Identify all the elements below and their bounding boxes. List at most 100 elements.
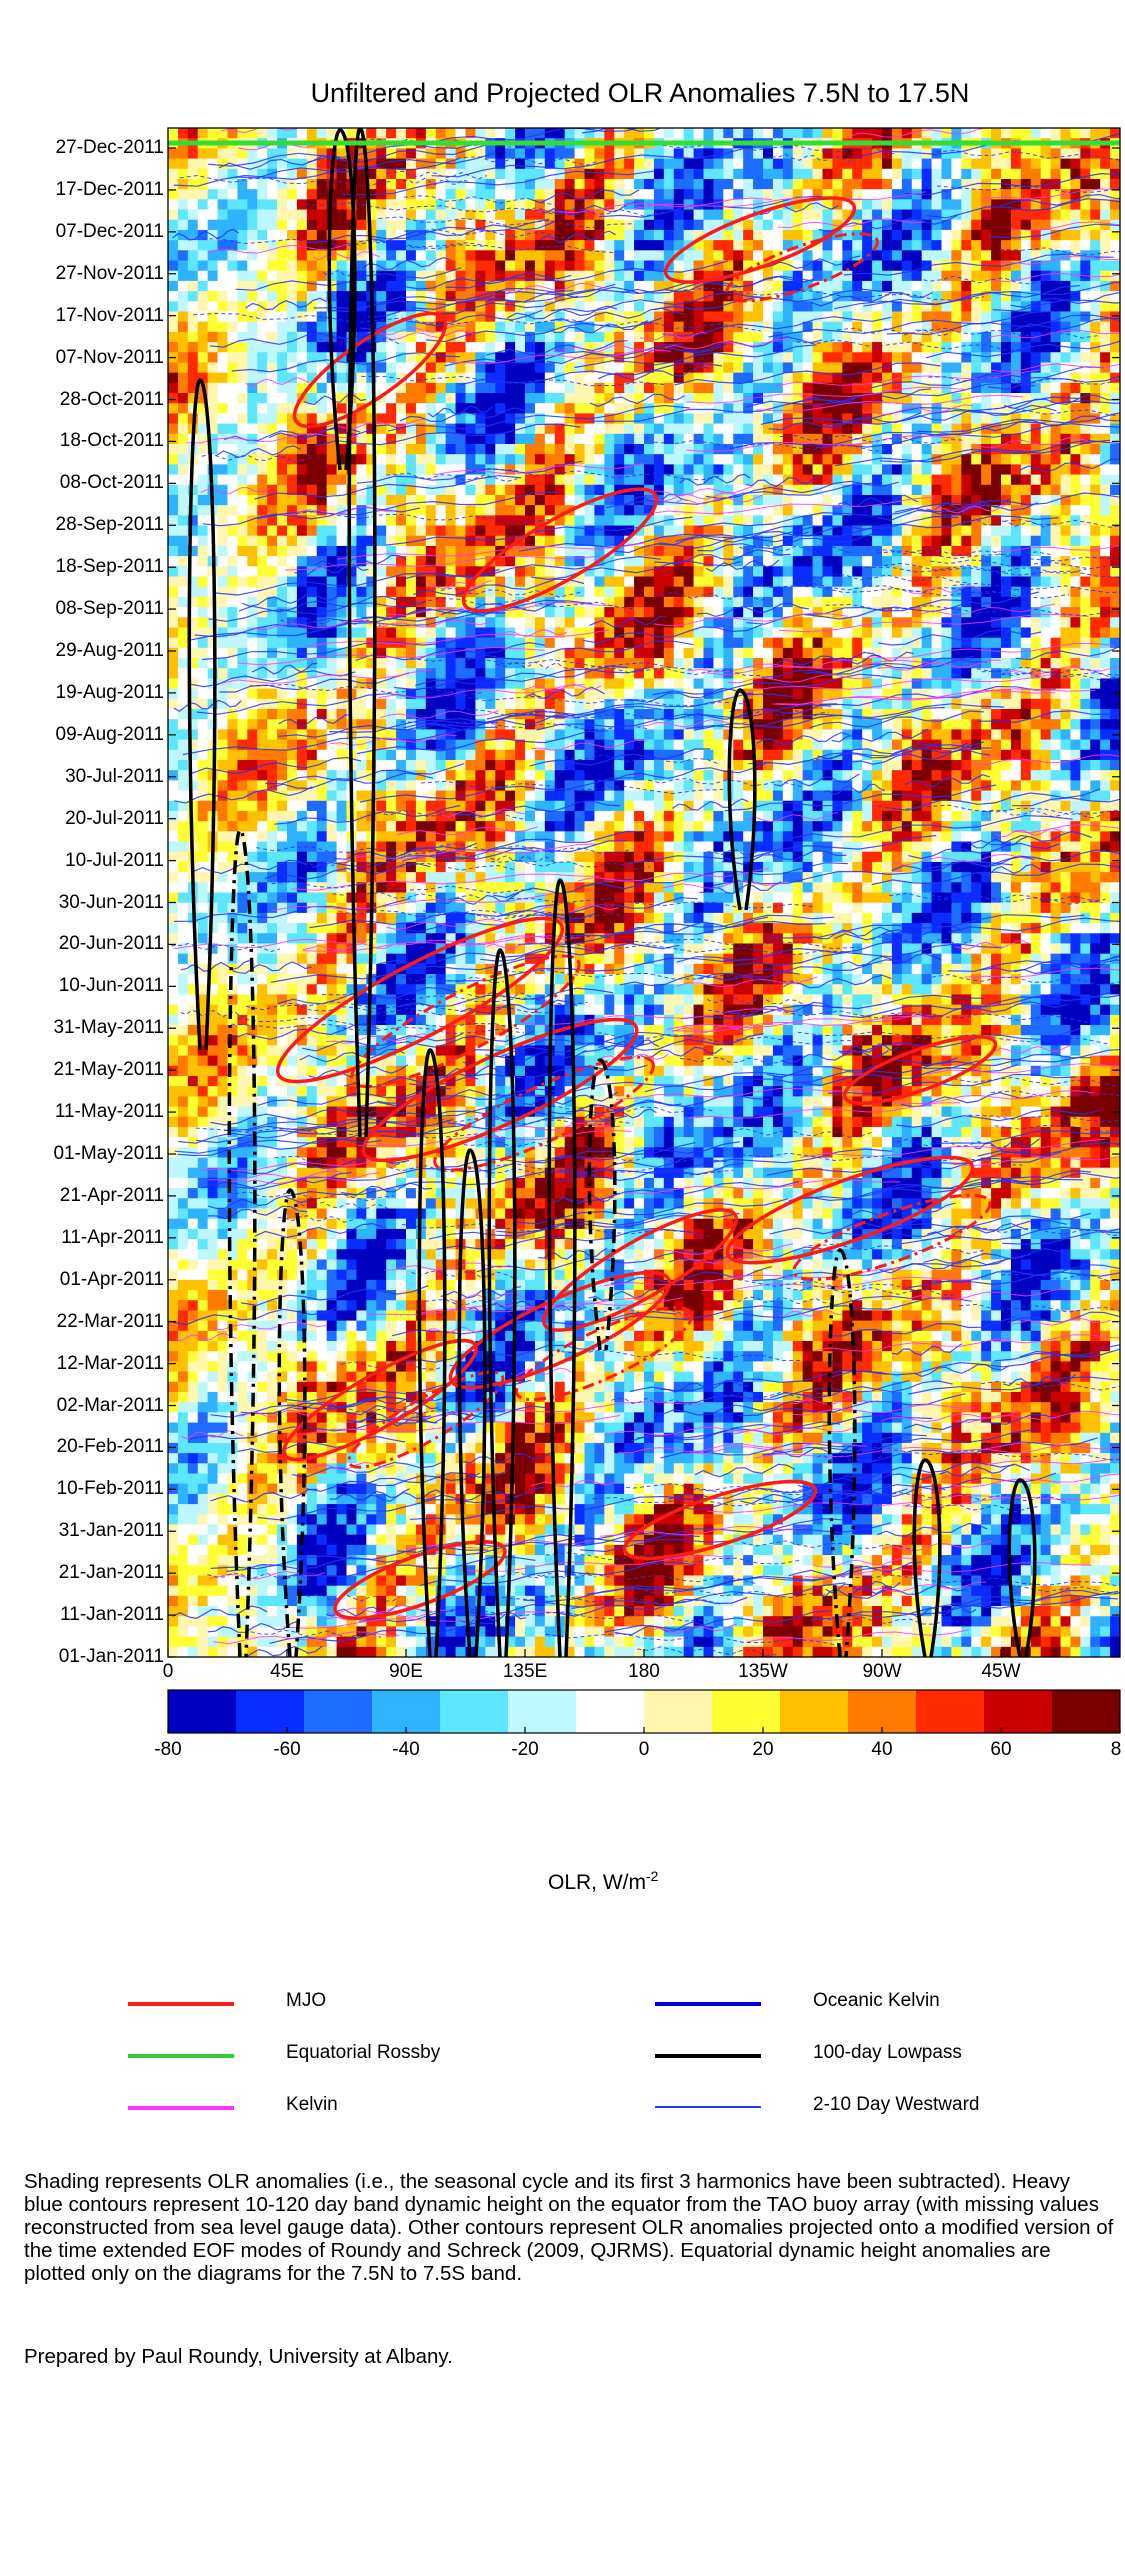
- heat-cell: [306, 321, 318, 333]
- heat-cell: [673, 545, 685, 557]
- heat-cell: [713, 189, 724, 200]
- heat-cell: [763, 474, 774, 486]
- heat-cell: [753, 454, 764, 465]
- heat-cell: [901, 352, 913, 364]
- heat-cell: [346, 484, 358, 496]
- heat-cell: [445, 291, 457, 302]
- heat-cell: [852, 484, 863, 496]
- heat-cell: [386, 372, 397, 384]
- heat-cell: [624, 535, 635, 547]
- heat-cell: [604, 535, 615, 547]
- heat-cell: [1100, 240, 1111, 251]
- heat-cell: [981, 209, 992, 221]
- heat-cell: [445, 199, 457, 211]
- heat-cell: [455, 128, 467, 139]
- heat-cell: [673, 647, 685, 659]
- heat-cell: [882, 525, 893, 537]
- heat-cell: [475, 627, 486, 639]
- heat-cell: [634, 209, 645, 221]
- heat-cell: [1100, 178, 1111, 190]
- heat-cell: [465, 433, 477, 445]
- heat-cell: [336, 168, 348, 180]
- heat-cell: [296, 321, 308, 333]
- heat-cell: [1040, 158, 1052, 170]
- heat-cell: [1110, 464, 1120, 476]
- heat-cell: [693, 627, 705, 639]
- heat-cell: [435, 352, 447, 364]
- heat-cell: [772, 586, 784, 598]
- heat-cell: [812, 178, 824, 190]
- heat-cell: [227, 484, 239, 496]
- heat-cell: [287, 331, 298, 343]
- heat-cell: [693, 474, 705, 486]
- heat-cell: [475, 382, 486, 394]
- heat-cell: [564, 556, 576, 567]
- heat-cell: [862, 617, 873, 629]
- heat-cell: [941, 128, 953, 139]
- heat-cell: [465, 260, 477, 272]
- heat-cell: [207, 189, 219, 200]
- heat-cell: [287, 607, 298, 618]
- heat-cell: [445, 464, 457, 476]
- heat-cell: [396, 627, 407, 639]
- heat-cell: [207, 280, 219, 292]
- heat-cell: [168, 576, 179, 588]
- heat-cell: [227, 454, 239, 465]
- heat-cell: [703, 484, 715, 496]
- heat-cell: [931, 270, 943, 282]
- heat-cell: [832, 617, 843, 629]
- heat-cell: [207, 219, 219, 231]
- heat-cell: [465, 413, 477, 425]
- heat-cell: [1050, 484, 1062, 496]
- heat-cell: [693, 270, 705, 282]
- heat-cell: [1090, 484, 1101, 496]
- heat-cell: [872, 321, 883, 333]
- heat-cell: [574, 270, 586, 282]
- heat-cell: [901, 189, 913, 200]
- heat-cell: [753, 240, 764, 251]
- heat-cell: [257, 168, 268, 180]
- heat-cell: [604, 515, 615, 527]
- heat-cell: [772, 545, 784, 557]
- heat-cell: [763, 128, 774, 139]
- heat-cell: [425, 301, 437, 313]
- heat-cell: [534, 647, 546, 659]
- heat-cell: [356, 209, 367, 221]
- heat-cell: [891, 433, 903, 445]
- heat-cell: [376, 260, 387, 272]
- heat-cell: [1050, 331, 1062, 343]
- heat-cell: [822, 168, 834, 180]
- heat-cell: [822, 647, 834, 659]
- heat-cell: [564, 352, 576, 364]
- heat-cell: [197, 637, 209, 649]
- heat-cell: [207, 342, 219, 353]
- heat-cell: [733, 128, 744, 139]
- heat-cell: [604, 647, 615, 659]
- heat-cell: [772, 382, 784, 394]
- heat-cell: [653, 393, 665, 404]
- heat-cell: [237, 362, 248, 374]
- heat-cell: [842, 229, 853, 241]
- heat-cell: [237, 566, 248, 578]
- heat-cell: [961, 484, 972, 496]
- heat-cell: [386, 158, 397, 170]
- heat-cell: [396, 321, 407, 333]
- heat-cell: [237, 280, 248, 292]
- heat-cell: [544, 362, 556, 374]
- heat-cell: [1060, 443, 1072, 455]
- heat-cell: [525, 178, 536, 190]
- heat-cell: [653, 158, 665, 170]
- heat-cell: [505, 250, 516, 262]
- heat-cell: [574, 403, 586, 415]
- heat-cell: [346, 566, 358, 578]
- heat-cell: [336, 423, 348, 435]
- heat-cell: [336, 566, 348, 578]
- heat-cell: [336, 209, 348, 221]
- heat-cell: [1001, 280, 1012, 292]
- heat-cell: [614, 178, 625, 190]
- heat-cell: [1060, 342, 1072, 353]
- heat-cell: [247, 556, 258, 567]
- heat-cell: [326, 525, 338, 537]
- heat-cell: [991, 199, 1002, 211]
- heat-cell: [634, 545, 645, 557]
